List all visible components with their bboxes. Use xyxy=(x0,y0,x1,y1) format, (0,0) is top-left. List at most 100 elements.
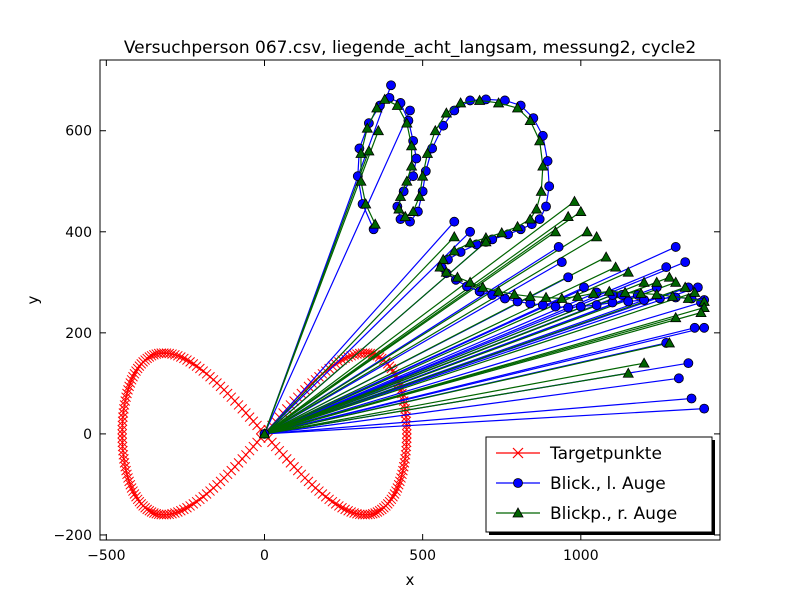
data-point xyxy=(587,287,600,298)
data-point xyxy=(534,135,546,146)
data-point xyxy=(575,301,586,312)
target-point xyxy=(118,445,128,456)
plot-frame xyxy=(99,59,721,541)
data-point xyxy=(673,373,684,384)
target-point xyxy=(397,469,407,480)
target-point xyxy=(118,412,128,422)
data-point xyxy=(360,198,372,209)
data-point xyxy=(581,225,593,237)
data-point xyxy=(413,190,426,201)
data-point xyxy=(399,210,411,222)
data-point xyxy=(465,226,476,237)
axis-ticks: −500 0 500 1000 −200 0 200 400 600 xyxy=(54,60,720,564)
data-point xyxy=(361,122,373,133)
gaze-ray xyxy=(264,286,699,435)
target-point xyxy=(131,491,141,502)
data-point xyxy=(556,257,567,268)
data-point xyxy=(563,272,574,283)
target-point xyxy=(179,504,189,515)
gaze-ray xyxy=(263,110,411,435)
data-point xyxy=(663,337,676,348)
data-point xyxy=(638,357,650,368)
gaze-ray xyxy=(264,271,629,435)
target-point xyxy=(161,348,172,359)
gaze-ray xyxy=(264,377,679,435)
target-point xyxy=(354,509,365,520)
x-tick-label: −500 xyxy=(87,548,125,564)
gaze-ray xyxy=(264,256,607,435)
data-point xyxy=(394,190,407,201)
gaze-ray xyxy=(264,261,563,435)
data-point xyxy=(670,276,682,287)
data-point xyxy=(638,276,650,287)
target-point xyxy=(118,449,129,460)
data-point xyxy=(651,288,663,299)
target-point xyxy=(132,363,143,374)
target-point xyxy=(337,502,347,513)
target-point xyxy=(393,479,404,490)
target-point xyxy=(185,357,195,367)
target-point xyxy=(182,502,192,513)
target-point xyxy=(398,465,408,476)
target-point xyxy=(349,349,359,360)
data-point xyxy=(670,242,681,252)
data-point xyxy=(556,292,568,303)
target-point xyxy=(401,437,412,448)
target-point xyxy=(123,473,133,483)
data-point xyxy=(699,322,710,333)
data-point xyxy=(563,302,574,313)
legend-entry: Blickp., r. Auge xyxy=(496,504,677,524)
target-point xyxy=(124,476,134,487)
target-point xyxy=(398,396,409,406)
data-point xyxy=(695,306,707,318)
target-point xyxy=(121,392,131,403)
gaze-ray xyxy=(264,276,670,435)
gaze-ray xyxy=(264,286,686,435)
y-tick-label: 200 xyxy=(65,326,92,342)
data-point xyxy=(421,147,434,158)
y-tick-label: −200 xyxy=(54,528,92,544)
target-point xyxy=(346,350,356,361)
gaze-ray xyxy=(264,312,702,435)
legend-label: Blick., l. Auge xyxy=(550,474,666,494)
data-point xyxy=(609,261,622,272)
target-point xyxy=(352,508,362,519)
target-point xyxy=(126,483,137,493)
target-point xyxy=(117,437,128,448)
target-point xyxy=(117,416,128,427)
data-point xyxy=(454,97,467,108)
x-tick-label: 1000 xyxy=(563,548,599,564)
legend-marker xyxy=(513,478,523,488)
target-point xyxy=(374,505,385,516)
target-point xyxy=(126,374,137,385)
gaze-ray xyxy=(264,397,692,435)
target-point xyxy=(164,509,175,520)
target-point xyxy=(124,381,134,392)
data-point xyxy=(549,225,562,237)
target-point xyxy=(185,501,195,511)
gaze-ray xyxy=(264,281,676,435)
data-point xyxy=(534,214,545,225)
data-point xyxy=(619,286,631,297)
legend-entry: Blick., l. Auge xyxy=(496,474,666,494)
target-point xyxy=(170,508,180,518)
target-point xyxy=(117,429,127,439)
data-point xyxy=(663,271,676,282)
target-point xyxy=(401,424,412,435)
target-point xyxy=(122,388,132,399)
gaze-ray xyxy=(264,291,695,435)
legend: Targetpunkte Blick., l. Auge Blickp., r. A… xyxy=(485,436,715,535)
data-point xyxy=(524,213,536,224)
data-point xyxy=(511,220,524,232)
data-point xyxy=(541,201,551,212)
target-point xyxy=(343,505,354,516)
data-point xyxy=(537,160,549,171)
target-point xyxy=(117,424,128,435)
data-point xyxy=(603,285,615,296)
data-point xyxy=(568,195,581,206)
data-point xyxy=(699,403,710,414)
data-point xyxy=(363,145,375,156)
data-point xyxy=(492,97,505,108)
gaze-ray xyxy=(264,236,597,435)
